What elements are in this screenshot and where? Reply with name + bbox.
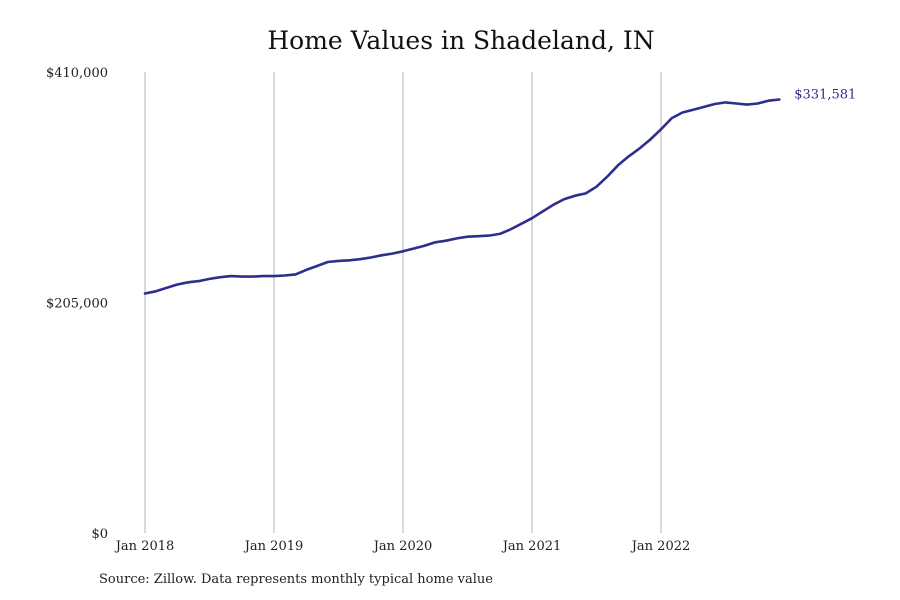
x-axis-ticks: Jan 2018 Jan 2019 Jan 2020 Jan 2021 Jan 2022 — [114, 539, 691, 554]
y-tick-label: $410,000 — [46, 66, 108, 81]
y-tick-label: $205,000 — [46, 297, 108, 312]
x-tick-label: Jan 2022 — [630, 539, 691, 554]
series-line — [143, 98, 781, 295]
y-tick-label: $0 — [91, 527, 108, 542]
x-tick-label: Jan 2021 — [501, 539, 562, 554]
x-tick-label: Jan 2019 — [243, 539, 304, 554]
grid-layer — [144, 72, 662, 533]
chart-title: Home Values in Shadeland, IN — [267, 26, 655, 55]
series-layer — [143, 98, 781, 295]
y-axis-ticks: $0 $205,000 $410,000 — [46, 66, 108, 542]
end-value-label: $331,581 — [794, 88, 856, 103]
x-tick-label: Jan 2020 — [372, 539, 433, 554]
x-tick-label: Jan 2018 — [114, 539, 175, 554]
source-note: Source: Zillow. Data represents monthly … — [99, 572, 493, 587]
annotation-layer: $331,581 — [794, 88, 856, 103]
